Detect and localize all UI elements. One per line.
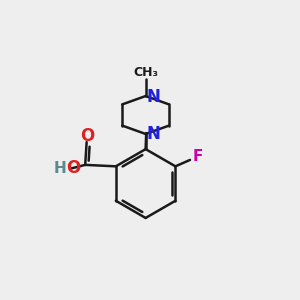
Text: N: N xyxy=(147,88,160,106)
Text: N: N xyxy=(147,125,160,143)
Text: CH₃: CH₃ xyxy=(133,66,158,79)
Text: F: F xyxy=(193,148,203,164)
Text: O: O xyxy=(66,159,81,177)
Text: O: O xyxy=(80,127,94,145)
Text: H: H xyxy=(53,161,66,176)
